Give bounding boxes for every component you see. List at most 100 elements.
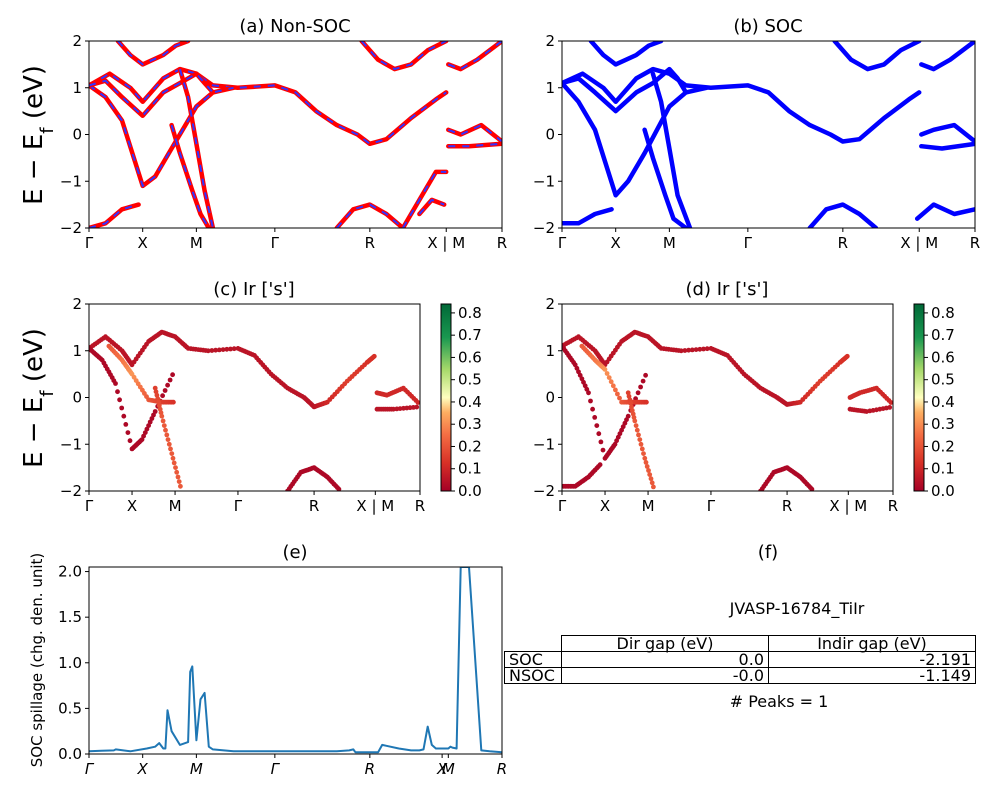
colorbar-tick-label: 0.7	[458, 326, 482, 344]
table-cell: SOC	[504, 651, 562, 668]
band-line-soc	[562, 66, 689, 114]
band-point	[644, 399, 649, 405]
panel-a-title: (a) Non-SOC	[239, 16, 350, 37]
y-tick-label: −2	[533, 219, 555, 237]
colorbar-tick-label: 0.5	[458, 371, 482, 389]
band-point	[162, 388, 168, 393]
y-tick-label: 2	[72, 295, 82, 313]
x-tick-label: M	[190, 234, 203, 252]
plot-area	[89, 329, 420, 491]
y-tick-label: 1	[545, 342, 555, 360]
x-tick-label: Γ	[85, 497, 94, 515]
x-tick-label: X | M	[427, 234, 465, 252]
band-point	[686, 347, 691, 353]
y-tick-label: 0.0	[58, 745, 82, 763]
x-tick-label: Γ	[558, 497, 567, 515]
table-cell: -1.149	[768, 667, 976, 684]
band-point	[170, 372, 176, 378]
colorbar-tick-label: 0.0	[931, 482, 955, 500]
peaks-count: # Peaks = 1	[730, 692, 829, 711]
band-point	[123, 422, 129, 427]
band-line-soc	[562, 80, 709, 198]
x-tick-label: X | M	[356, 497, 394, 515]
y-tick-label: 0	[72, 389, 82, 407]
band-line-nsoc	[446, 41, 502, 72]
table-row: NSOC -0.0 -1.149	[504, 667, 976, 684]
band-line-soc-overlay	[418, 198, 445, 215]
band-line-soc	[562, 207, 614, 226]
band-point	[220, 347, 226, 352]
x-tick-label: Γ	[707, 497, 716, 515]
band-point	[119, 405, 125, 411]
table-header-cell: Indir gap (eV)	[768, 635, 976, 652]
band-point	[174, 469, 180, 475]
band-point	[608, 379, 614, 385]
band-point	[638, 384, 643, 390]
plot-frame	[561, 40, 976, 229]
band-line-soc-overlay	[447, 123, 502, 143]
band-point	[633, 423, 639, 428]
band-line-soc-overlay	[402, 170, 447, 228]
band-point	[152, 409, 158, 414]
colorbar-tick-label: 0.8	[931, 304, 955, 322]
band-point	[170, 455, 176, 461]
x-tick-label: R	[497, 760, 507, 778]
band-line-soc	[562, 66, 922, 144]
band-point	[632, 418, 638, 424]
y-tick-label: −1	[533, 435, 555, 453]
band-point	[159, 413, 165, 419]
x-tick-label: R	[970, 234, 980, 252]
band-point	[639, 446, 645, 452]
band-line-soc-overlay	[89, 203, 139, 228]
band-point	[371, 353, 377, 359]
band-point	[887, 405, 893, 410]
colorbar-tick-label: 0.6	[931, 348, 955, 366]
band-line-soc-overlay	[448, 142, 502, 148]
band-point	[613, 387, 618, 393]
table-cell: -0.0	[561, 667, 769, 684]
panel-e: 0.00.51.01.52.0Γ X M Γ R XM R	[58, 563, 507, 778]
plot-area	[89, 41, 502, 228]
band-point	[164, 432, 170, 438]
band-point	[649, 480, 655, 486]
band-point	[594, 423, 600, 428]
band-point	[637, 437, 643, 442]
y-tick-label: 2	[545, 32, 555, 50]
band-point	[224, 346, 230, 352]
colorbar-tick-label: 0.3	[458, 415, 482, 433]
x-tick-label: R	[838, 234, 848, 252]
y-tick-label: 2.0	[58, 563, 82, 581]
band-line-soc-overlay	[117, 41, 189, 66]
x-tick-label: R	[415, 497, 425, 515]
x-tick-label: X	[127, 497, 137, 515]
band-line-nsoc	[89, 66, 449, 147]
band-point	[146, 423, 152, 428]
band-point	[213, 347, 219, 353]
band-point	[641, 451, 646, 456]
band-point	[617, 395, 622, 401]
band-point	[642, 455, 648, 461]
band-line-soc-overlay	[89, 68, 447, 145]
plot-frame	[88, 303, 421, 492]
plot-frame	[88, 566, 503, 755]
band-point	[231, 346, 237, 352]
y-tick-label: −1	[60, 172, 82, 190]
band-line-soc-overlay	[170, 124, 210, 228]
x-tick-label: R	[888, 497, 898, 515]
band-point	[643, 460, 649, 465]
band-line-soc-overlay	[89, 84, 234, 188]
band-point	[634, 427, 640, 433]
band-point	[597, 462, 603, 468]
band-line-soc	[919, 141, 975, 151]
band-line-soc	[650, 71, 693, 228]
colorbar-tick-label: 0.8	[458, 304, 482, 322]
y-tick-label: −1	[533, 172, 555, 190]
band-line-soc-overlay	[178, 68, 214, 228]
spillage-line	[89, 567, 502, 754]
band-point	[216, 347, 222, 353]
colorbar-tick-label: 0.2	[931, 437, 955, 455]
